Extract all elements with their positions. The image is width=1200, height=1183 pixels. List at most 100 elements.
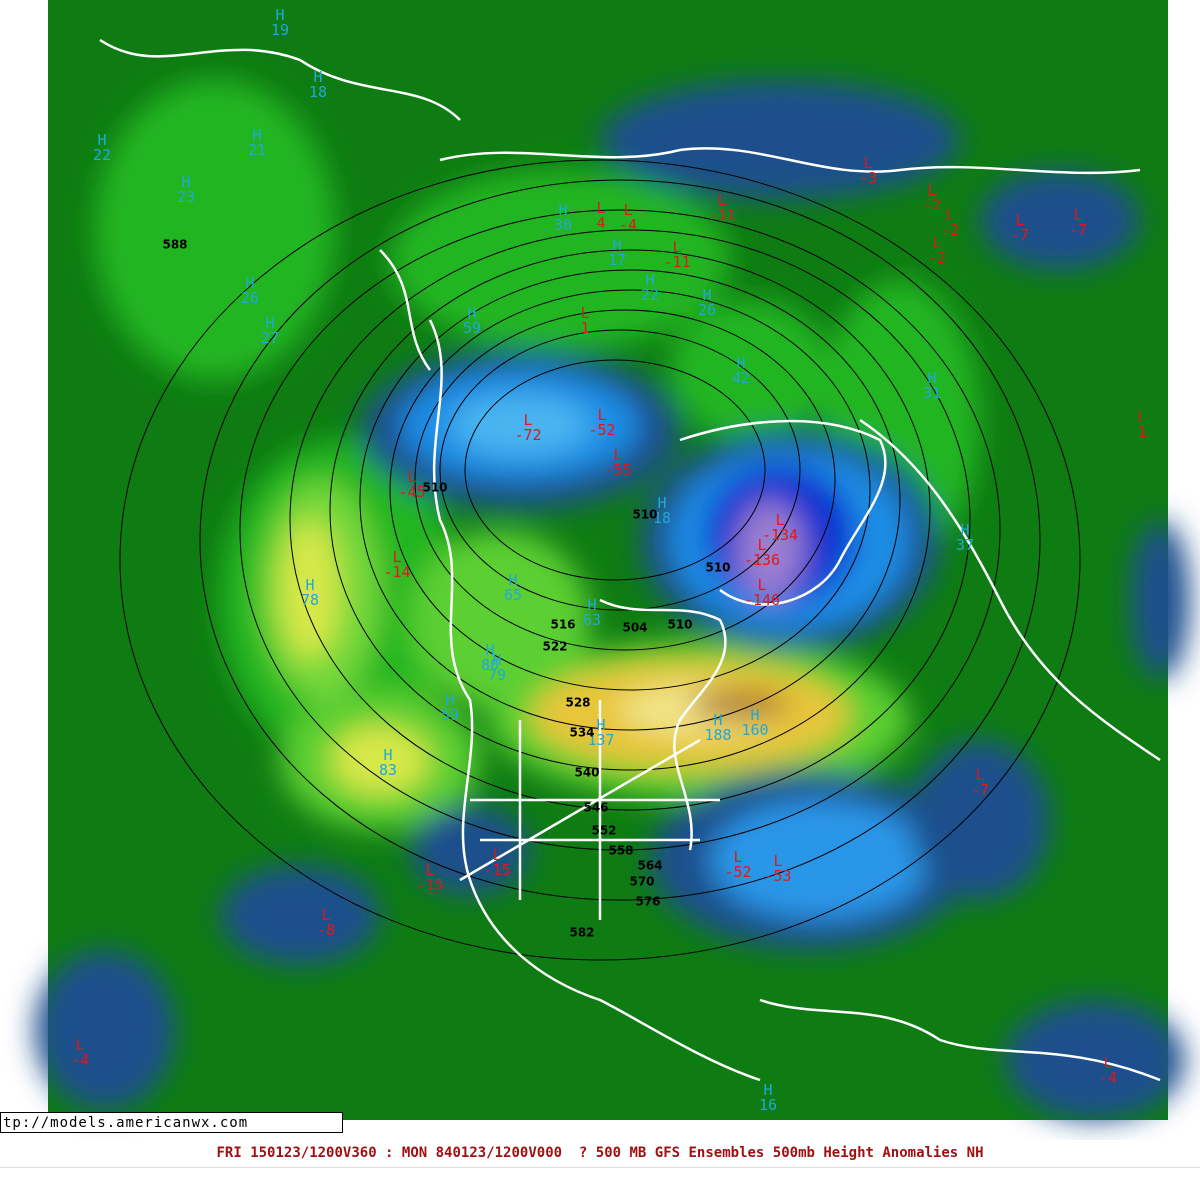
center-value: 160 bbox=[741, 721, 768, 739]
center-type: L bbox=[321, 906, 330, 924]
center-type: L bbox=[863, 154, 872, 172]
center-type: H bbox=[265, 314, 274, 332]
height-contours bbox=[119, 159, 1081, 961]
center-type: L bbox=[757, 536, 766, 554]
center-value: -14 bbox=[383, 563, 410, 581]
center-type: L bbox=[775, 511, 784, 529]
center-value: 59 bbox=[441, 706, 459, 724]
contour-label: 552 bbox=[591, 824, 616, 838]
center-value: -7 bbox=[1069, 221, 1087, 239]
center-type: L bbox=[613, 446, 622, 464]
center-value: 63 bbox=[583, 611, 601, 629]
center-value: 188 bbox=[704, 726, 731, 744]
contour-label: 534 bbox=[569, 726, 594, 740]
center-value: -55 bbox=[604, 461, 631, 479]
center-value: -146 bbox=[744, 591, 780, 609]
contour-label: 576 bbox=[635, 895, 660, 909]
center-type: L bbox=[392, 548, 401, 566]
center-value: -136 bbox=[744, 551, 780, 569]
center-type: H bbox=[702, 286, 711, 304]
center-type: L bbox=[523, 411, 532, 429]
center-value: -7 bbox=[971, 781, 989, 799]
center-type: L bbox=[672, 238, 681, 256]
center-value: 17 bbox=[608, 251, 626, 269]
center-value: 80 bbox=[481, 656, 499, 674]
center-type: L bbox=[407, 468, 416, 486]
center-value: 59 bbox=[463, 319, 481, 337]
center-value: 26 bbox=[698, 301, 716, 319]
center-type: H bbox=[558, 201, 567, 219]
center-type: H bbox=[181, 173, 190, 191]
center-type: L bbox=[597, 406, 606, 424]
center-value: -72 bbox=[514, 426, 541, 444]
center-type: H bbox=[763, 1081, 772, 1099]
map: H19H18H22H21H23H26H27H30L4L-4L-11L-3L-2L… bbox=[35, 0, 1190, 1120]
center-value: 18 bbox=[309, 83, 327, 101]
center-type: L bbox=[1073, 206, 1082, 224]
center-value: -8 bbox=[317, 921, 335, 939]
center-type: L bbox=[1137, 408, 1146, 426]
anomaly-shading bbox=[35, 80, 1190, 1120]
center-type: L bbox=[425, 861, 434, 879]
center-value: 23 bbox=[177, 188, 195, 206]
center-value: 27 bbox=[261, 329, 279, 347]
coastlines bbox=[99, 38, 1161, 1082]
center-type: H bbox=[275, 6, 284, 24]
center-type: H bbox=[383, 746, 392, 764]
center-value: -4 bbox=[619, 216, 637, 234]
center-value: 65 bbox=[504, 586, 522, 604]
center-type: H bbox=[713, 711, 722, 729]
center-type: L bbox=[932, 234, 941, 252]
center-value: -45 bbox=[398, 483, 425, 501]
center-value: -11 bbox=[708, 206, 735, 224]
center-value: 16 bbox=[759, 1096, 777, 1114]
contour-label: 510 bbox=[632, 508, 657, 522]
center-type: H bbox=[245, 274, 254, 292]
contour-label: 504 bbox=[622, 621, 647, 635]
center-type: H bbox=[485, 641, 494, 659]
center-value: -15 bbox=[483, 861, 510, 879]
center-type: L bbox=[75, 1036, 84, 1054]
center-type: H bbox=[750, 706, 759, 724]
caption: FRI 150123/1200V360 : MON 840123/1200V00… bbox=[0, 1145, 1200, 1168]
center-type: H bbox=[97, 131, 106, 149]
center-value: 18 bbox=[653, 509, 671, 527]
center-type: H bbox=[492, 651, 501, 669]
center-type: H bbox=[657, 494, 666, 512]
center-type: H bbox=[736, 354, 745, 372]
contour-label: 516 bbox=[550, 618, 575, 632]
center-value: 31 bbox=[923, 384, 941, 402]
contour-label: 582 bbox=[569, 926, 594, 940]
center-value: 83 bbox=[379, 761, 397, 779]
center-type: L bbox=[717, 191, 726, 209]
center-type: H bbox=[927, 369, 936, 387]
center-value: -134 bbox=[762, 526, 798, 544]
center-value: -3 bbox=[859, 169, 877, 187]
contour-label: 558 bbox=[608, 844, 633, 858]
contour-label: 570 bbox=[629, 875, 654, 889]
center-type: L bbox=[733, 848, 742, 866]
contour-label: 528 bbox=[565, 696, 590, 710]
center-value: -11 bbox=[663, 253, 690, 271]
center-value: 78 bbox=[301, 591, 319, 609]
center-value: 42 bbox=[732, 369, 750, 387]
center-type: H bbox=[252, 126, 261, 144]
center-type: L bbox=[945, 206, 954, 224]
center-value: 4 bbox=[596, 214, 605, 232]
contour-label: 522 bbox=[542, 640, 567, 654]
center-type: L bbox=[580, 304, 589, 322]
center-value: -7 bbox=[1011, 226, 1029, 244]
center-type: L bbox=[927, 181, 936, 199]
center-value: 79 bbox=[488, 666, 506, 684]
center-value: -53 bbox=[764, 867, 791, 885]
center-type: H bbox=[508, 571, 517, 589]
center-value: -15 bbox=[416, 876, 443, 894]
center-type: H bbox=[445, 691, 454, 709]
contour-label: 510 bbox=[705, 561, 730, 575]
center-type: L bbox=[596, 199, 605, 217]
center-type: L bbox=[1103, 1054, 1112, 1072]
contour-label: 546 bbox=[583, 801, 608, 815]
center-type: L bbox=[773, 852, 782, 870]
center-value: 1 bbox=[1137, 423, 1146, 441]
